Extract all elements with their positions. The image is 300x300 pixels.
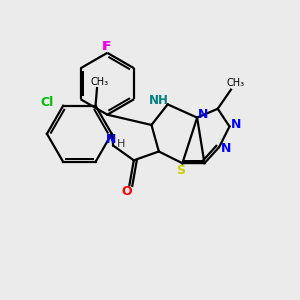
Text: S: S xyxy=(176,164,185,177)
Text: H: H xyxy=(117,139,126,149)
Text: F: F xyxy=(102,40,110,53)
Text: NH: NH xyxy=(149,94,169,107)
Text: Cl: Cl xyxy=(40,96,54,109)
Text: CH₃: CH₃ xyxy=(90,77,108,87)
Text: N: N xyxy=(220,142,231,155)
Text: CH₃: CH₃ xyxy=(226,78,244,88)
Text: O: O xyxy=(121,185,132,198)
Text: N: N xyxy=(198,108,208,121)
Text: F: F xyxy=(103,40,112,53)
Text: N: N xyxy=(231,118,241,131)
Text: N: N xyxy=(106,133,116,146)
